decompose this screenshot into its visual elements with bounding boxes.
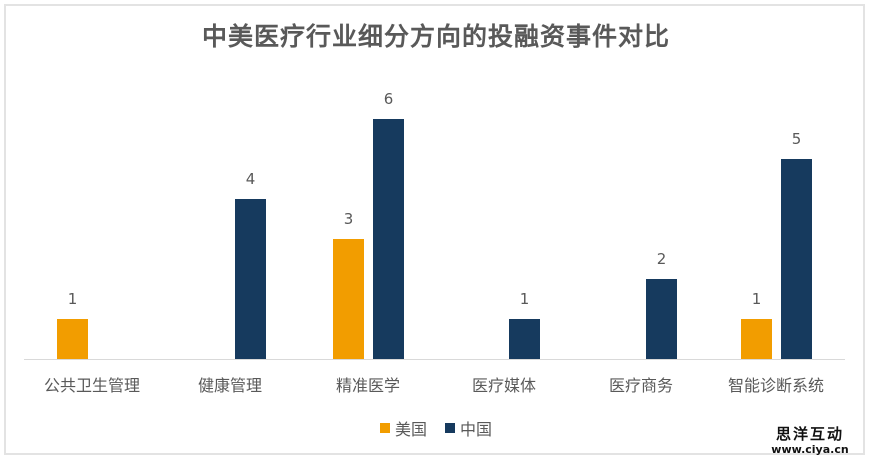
x-tick-label: 智能诊断系统 <box>727 376 824 395</box>
legend: 美国 中国 <box>380 416 510 440</box>
x-tick-label: 医疗媒体 <box>471 376 536 395</box>
bar-us <box>57 319 88 359</box>
data-label: 6 <box>383 90 394 108</box>
legend-label-cn: 中国 <box>460 420 493 439</box>
data-label: 2 <box>656 250 667 268</box>
data-label: 1 <box>751 290 762 308</box>
legend-item-us: 美国 <box>380 416 427 440</box>
x-tick-label: 医疗商务 <box>608 376 673 395</box>
chart-title: 中美医疗行业细分方向的投融资事件对比 <box>201 22 670 51</box>
watermark-url: www.ciya.cn <box>771 443 849 456</box>
x-tick-label: 精准医学 <box>335 376 400 395</box>
data-label: 5 <box>791 130 802 148</box>
bar-us <box>333 239 364 359</box>
bar-cn <box>646 279 677 359</box>
x-tick-label: 健康管理 <box>197 376 262 395</box>
watermark: 思洋互动 www.ciya.cn <box>760 425 860 456</box>
legend-swatch-cn <box>445 423 456 433</box>
legend-swatch-us <box>380 423 390 433</box>
x-axis-line <box>24 359 845 360</box>
bar-cn <box>781 159 812 359</box>
data-label: 4 <box>245 170 256 188</box>
data-label: 3 <box>343 210 354 228</box>
chart-frame <box>4 4 865 455</box>
bar-us <box>741 319 772 359</box>
bar-cn <box>235 199 266 359</box>
legend-label-us: 美国 <box>395 420 428 439</box>
x-tick-label: 公共卫生管理 <box>43 376 140 395</box>
data-label: 1 <box>519 290 530 308</box>
bar-cn <box>509 319 540 359</box>
watermark-name: 思洋互动 <box>775 425 844 443</box>
bar-cn <box>373 119 404 359</box>
data-label: 1 <box>67 290 78 308</box>
legend-item-cn: 中国 <box>445 416 492 440</box>
